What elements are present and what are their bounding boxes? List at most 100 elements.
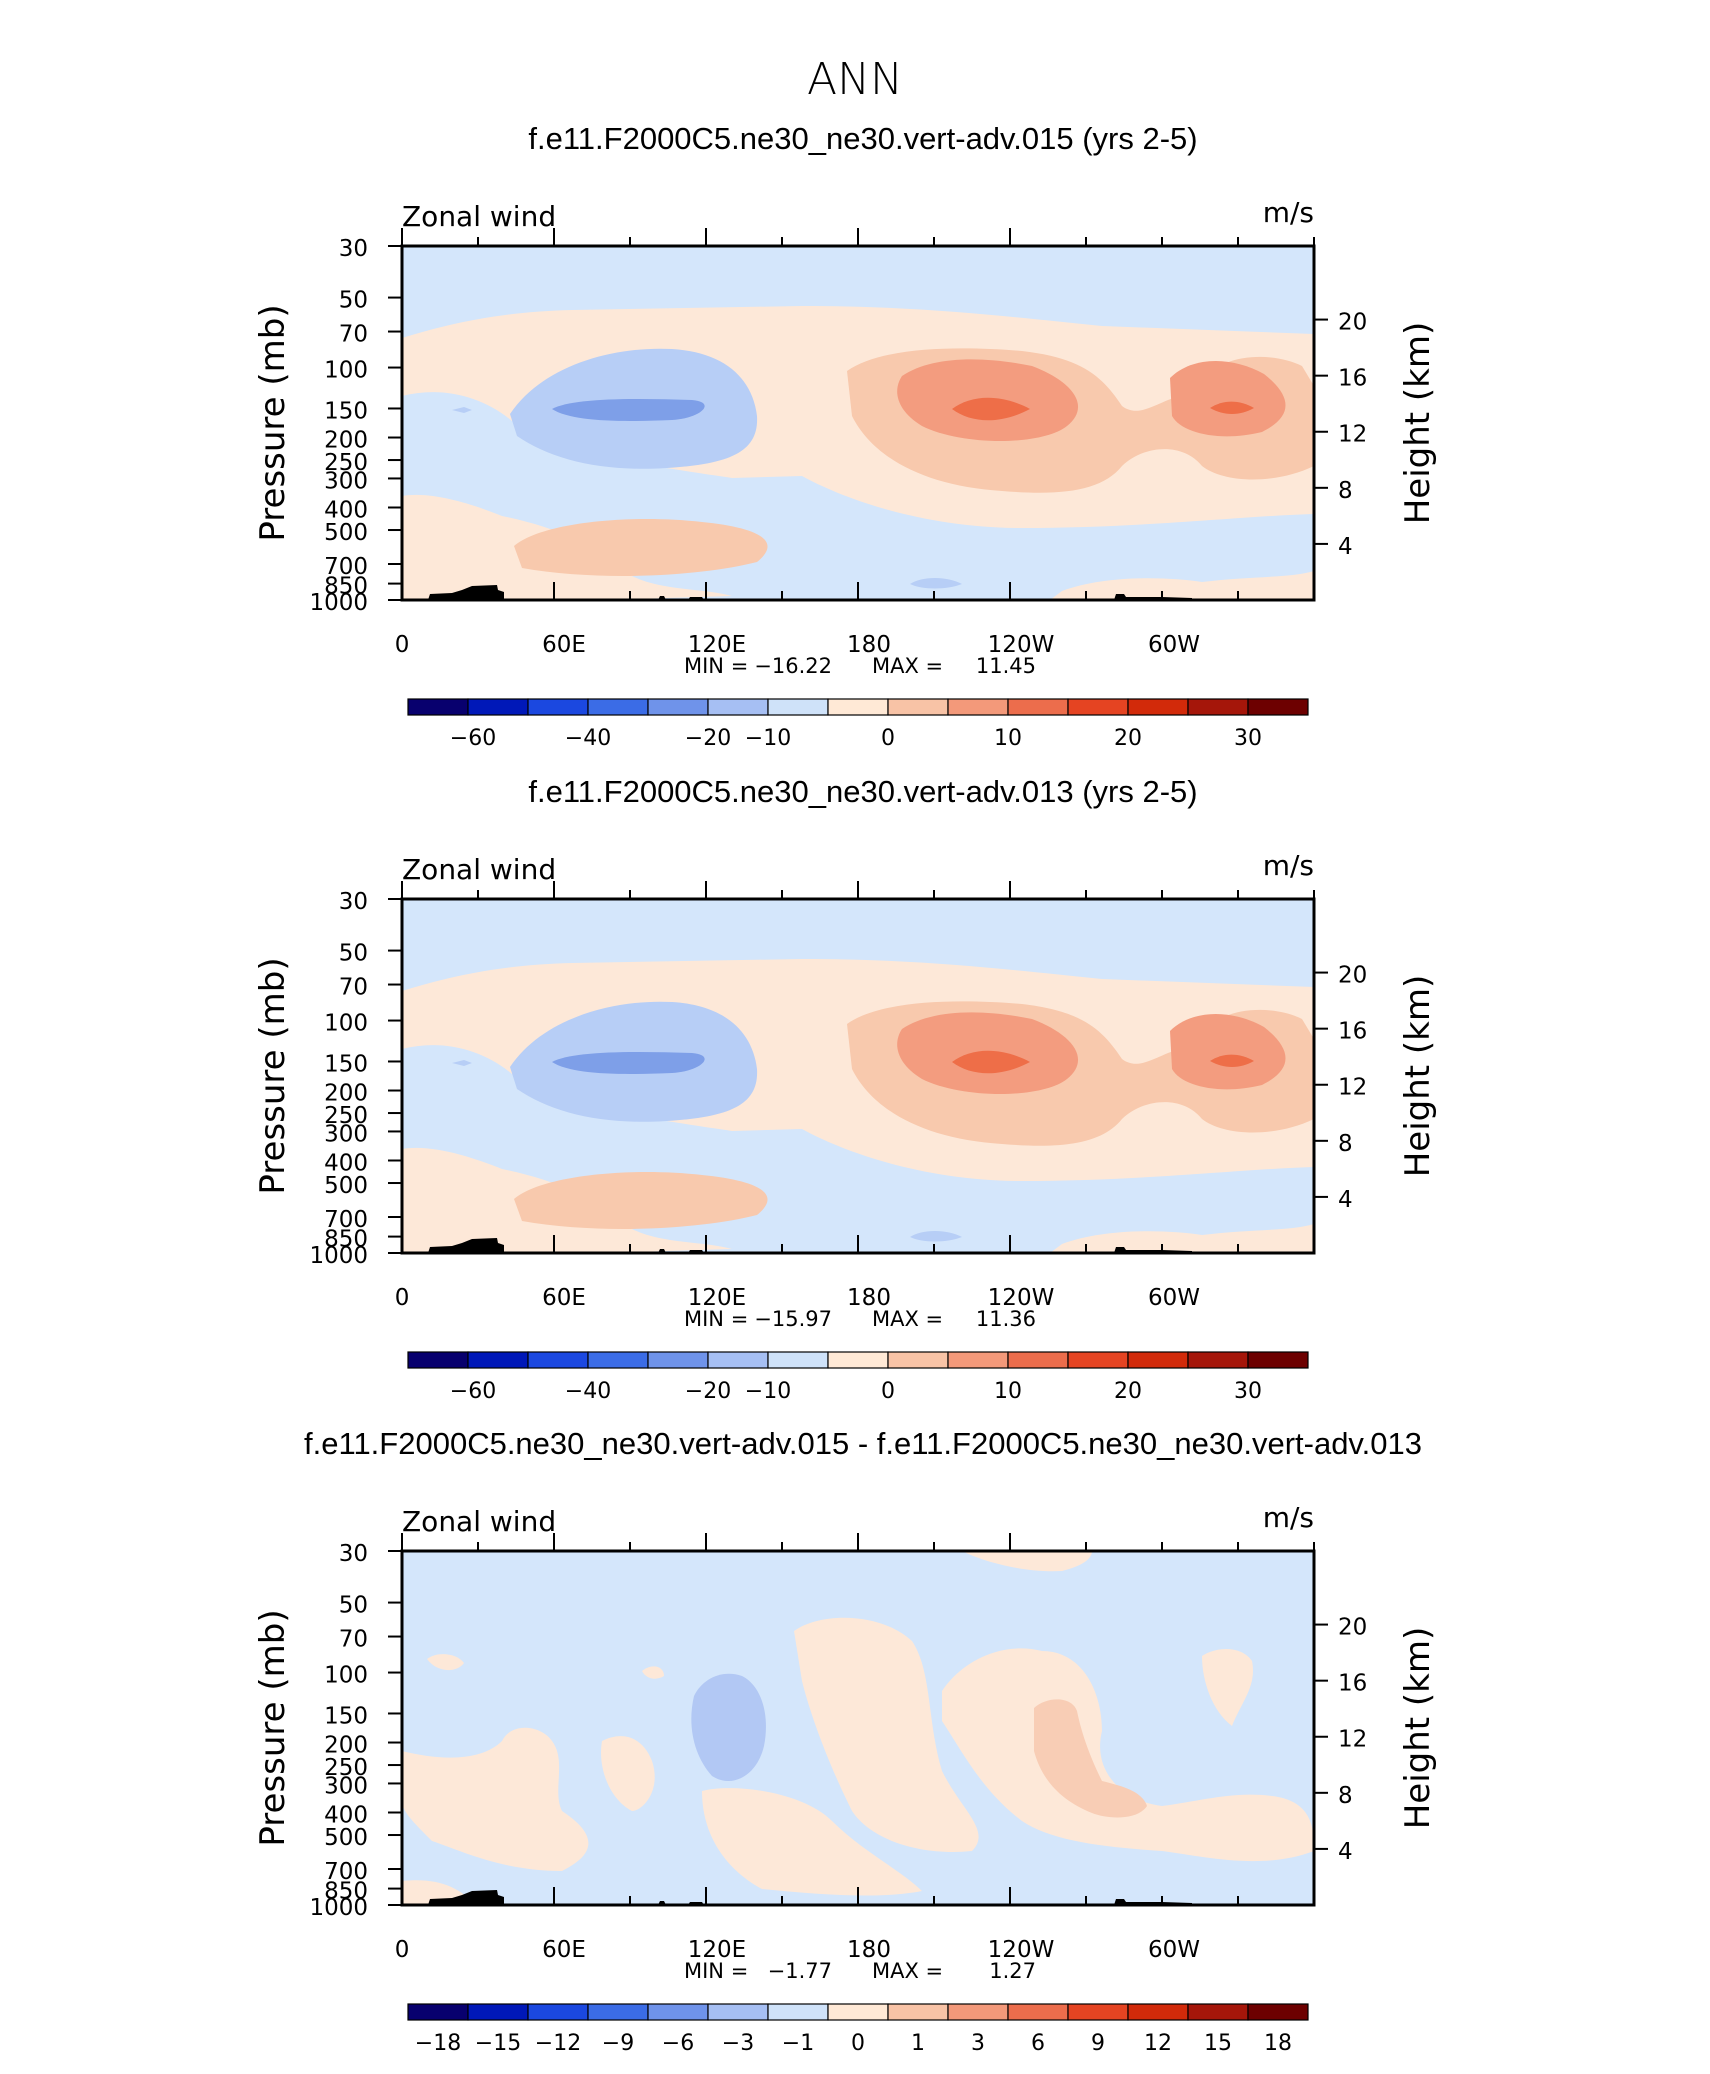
topography-asia — [428, 1238, 504, 1253]
colorbar-swatch — [1067, 698, 1129, 716]
colorbar-swatch — [527, 698, 589, 716]
x-tick-label: 60E — [542, 1937, 586, 1963]
colorbar-swatch — [1247, 2003, 1309, 2021]
y-tick-label: 70 — [339, 1627, 368, 1653]
colorbar-swatch — [1007, 1351, 1069, 1369]
y-tick-label: 300 — [324, 1773, 368, 1799]
colorbar-swatch — [527, 1351, 589, 1369]
y-tick-label: 400 — [324, 1150, 368, 1176]
low-level-jet — [514, 519, 768, 576]
colorbar-label: 30 — [1234, 1379, 1262, 1404]
colorbar-swatch — [1067, 2003, 1129, 2021]
positive-patch — [402, 1727, 589, 1871]
colorbar-swatch — [887, 2003, 949, 2021]
y-tick-label: 70 — [339, 975, 368, 1001]
colorbar: −18 −15 −12 −9 −6 −3 −1 0 1 3 6 9 12 15 18 — [407, 2003, 1309, 2056]
colorbar-swatch — [467, 698, 529, 716]
min-value: −1.77 — [768, 1959, 832, 1983]
max-value: 11.45 — [976, 654, 1036, 678]
x-tick-label: 0 — [395, 1937, 410, 1963]
x-tick-label: 60W — [1148, 632, 1200, 658]
colorbar-label: 18 — [1264, 2031, 1292, 2056]
y-tick-label: 150 — [324, 1703, 368, 1729]
y-tick-label: 50 — [339, 288, 368, 314]
positive-patch — [794, 1617, 979, 1852]
y-tick-label: 30 — [339, 1541, 368, 1567]
surface-warm-east — [1050, 1224, 1314, 1253]
y-tick-label: 30 — [339, 236, 368, 262]
y-tick-label: 400 — [324, 497, 368, 523]
x-tick-label: 120E — [688, 632, 746, 658]
y-right-axis-label: Height (km) — [1398, 1627, 1438, 1830]
y-tick-label: 1000 — [309, 1243, 368, 1269]
contour-field — [402, 246, 1314, 600]
panel-title: f.e11.F2000C5.ne30_ne30.vert-adv.015 - f… — [304, 1426, 1422, 1461]
panel-title: f.e11.F2000C5.ne30_ne30.vert-adv.013 (yr… — [528, 774, 1197, 809]
positive-patch — [962, 1551, 1092, 1572]
colorbar-label: −20 — [685, 1379, 731, 1404]
colorbar-label: 10 — [994, 726, 1022, 751]
westerly-max-west — [952, 397, 1030, 421]
colorbar-swatch — [1007, 698, 1069, 716]
chart-panel-2: f.e11.F2000C5.ne30_ne30.vert-adv.013 (yr… — [253, 774, 1438, 1404]
colorbar-swatch — [1127, 1351, 1189, 1369]
max-label: MAX = — [872, 1959, 943, 1983]
surface-blue-blob — [910, 1231, 962, 1242]
y-tick-label: 500 — [324, 1173, 368, 1199]
x-tick-label: 120W — [988, 1937, 1055, 1963]
colorbar-swatch — [587, 2003, 649, 2021]
colorbar-label: 9 — [1091, 2031, 1105, 2056]
colorbar-label: 0 — [851, 2031, 865, 2056]
y-tick-label: 250 — [324, 1103, 368, 1129]
y-tick-label: 50 — [339, 941, 368, 967]
y-tick-label: 200 — [324, 1081, 368, 1107]
y-right-tick-label: 20 — [1338, 310, 1367, 336]
colorbar-swatch — [1187, 1351, 1249, 1369]
colorbar-label: −60 — [450, 1379, 496, 1404]
colorbar: −60 −40 −20 −10 0 10 20 30 — [407, 698, 1309, 751]
y-right-tick-label: 12 — [1338, 1075, 1367, 1101]
colorbar-swatch — [1247, 698, 1309, 716]
colorbar-label: −10 — [745, 726, 791, 751]
westerly-core-east — [1170, 360, 1286, 437]
surface-warm-east — [1050, 571, 1314, 600]
y-right-tick-label: 16 — [1338, 1671, 1367, 1697]
westerly-max-east — [1210, 1054, 1254, 1067]
easterly-max — [552, 1051, 705, 1074]
stats-line: MIN = −15.97 MAX = 11.36 — [684, 1307, 1036, 1331]
colorbar-label: −10 — [745, 1379, 791, 1404]
y-right-tick-label: 20 — [1338, 963, 1367, 989]
colorbar-label: −40 — [565, 726, 611, 751]
max-label: MAX = — [872, 654, 943, 678]
colorbar-swatch — [767, 1351, 829, 1369]
colorbar-swatch — [1247, 1351, 1309, 1369]
y-tick-label: 200 — [324, 428, 368, 454]
y-tick-label: 100 — [324, 358, 368, 384]
easterly-speck — [452, 407, 472, 413]
stats-line: MIN = −16.22 MAX = 11.45 — [684, 654, 1036, 678]
colorbar-label: −40 — [565, 1379, 611, 1404]
y-tick-label: 30 — [339, 889, 368, 915]
colorbar-swatch — [1007, 2003, 1069, 2021]
colorbar-swatch — [587, 698, 649, 716]
colorbar-swatch — [887, 698, 949, 716]
low-level-jet — [514, 1172, 768, 1229]
positive-patch — [427, 1654, 464, 1671]
colorbar-swatch — [767, 698, 829, 716]
colorbar-swatch — [1127, 698, 1189, 716]
max-label: MAX = — [872, 1307, 943, 1331]
y-right-tick-label: 4 — [1338, 1187, 1353, 1213]
colorbar-swatch — [827, 2003, 889, 2021]
max-value: 1.27 — [989, 1959, 1036, 1983]
positive-patch — [1202, 1649, 1253, 1726]
colorbar-swatch — [1187, 698, 1249, 716]
y-tick-label: 500 — [324, 520, 368, 546]
y-tick-label: 1000 — [309, 1895, 368, 1921]
min-label: MIN = — [684, 1307, 748, 1331]
max-value: 11.36 — [976, 1307, 1036, 1331]
positive-patch — [942, 1648, 1314, 1862]
colorbar-swatch — [407, 698, 469, 716]
y-tick-label: 150 — [324, 1051, 368, 1077]
topography-asia — [428, 585, 504, 600]
